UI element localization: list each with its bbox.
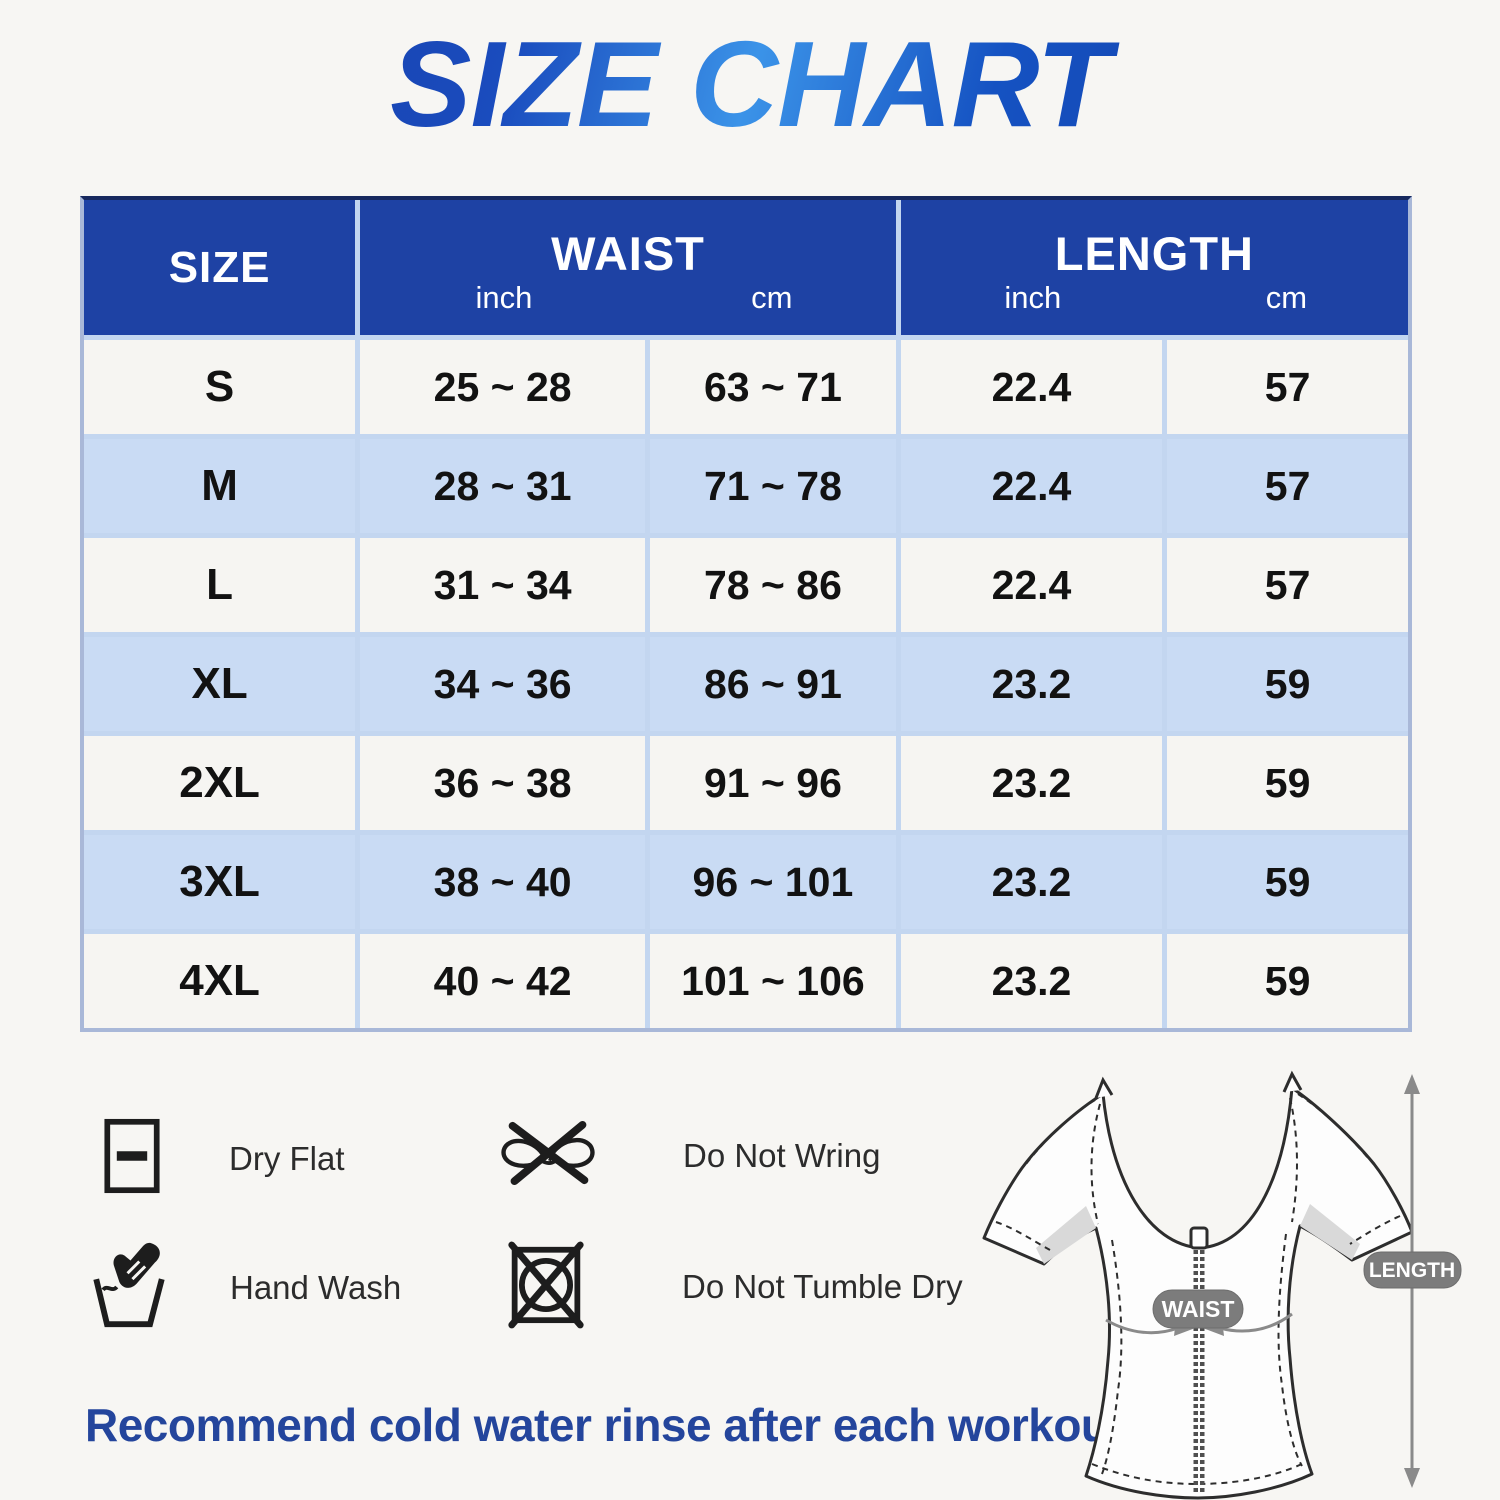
table-cell-length-cm: 57 xyxy=(1167,340,1408,434)
table-cell-length-inch: 22.4 xyxy=(900,538,1163,632)
size-table: SIZE WAIST inch cm LENGTH inch cm S 25 ~… xyxy=(80,196,1412,1032)
length-pill-label: LENGTH xyxy=(1369,1259,1455,1282)
table-cell-length-inch: 23.2 xyxy=(900,736,1163,830)
dry-flat-icon xyxy=(103,1118,161,1199)
underarm-panel-left xyxy=(1036,1206,1096,1264)
table-cell-length-cm: 59 xyxy=(1167,835,1408,929)
table-cell-size: S xyxy=(84,340,356,434)
length-unit-cm: cm xyxy=(1265,280,1308,316)
column-header-length: LENGTH inch cm xyxy=(900,200,1408,335)
care-note: Recommend cold water rinse after each wo… xyxy=(85,1399,1136,1451)
hand-wash-icon xyxy=(92,1240,166,1335)
waist-pill xyxy=(1152,1289,1244,1329)
table-cell-size: 4XL xyxy=(84,934,356,1028)
do-not-tumble-dry-icon xyxy=(505,1238,587,1335)
table-cell-waist-inch: 31 ~ 34 xyxy=(360,538,646,632)
length-header-label: LENGTH xyxy=(1054,226,1254,280)
table-cell-waist-inch: 38 ~ 40 xyxy=(360,835,646,929)
column-header-size: SIZE xyxy=(84,200,356,335)
waist-unit-cm: cm xyxy=(751,280,793,316)
table-cell-length-inch: 23.2 xyxy=(900,637,1163,731)
underarm-panel-right xyxy=(1300,1204,1360,1260)
table-cell-length-inch: 23.2 xyxy=(900,835,1163,929)
table-cell-length-inch: 23.2 xyxy=(900,934,1163,1028)
care-item-hand-wash: Hand Wash xyxy=(92,1240,401,1335)
care-item-do-not-wring: Do Not Wring xyxy=(497,1116,880,1195)
table-cell-size: L xyxy=(84,538,356,632)
table-cell-waist-cm: 91 ~ 96 xyxy=(650,736,896,830)
length-unit-inch: inch xyxy=(1004,280,1062,316)
care-label: Do Not Wring xyxy=(683,1136,881,1174)
table-cell-size: XL xyxy=(84,637,356,731)
table-cell-length-cm: 59 xyxy=(1167,736,1408,830)
care-label: Hand Wash xyxy=(230,1268,402,1306)
table-cell-size: M xyxy=(84,439,356,533)
garment-diagram: WAIST LENGTH xyxy=(982,1070,1462,1500)
care-item-do-not-tumble-dry: Do Not Tumble Dry xyxy=(505,1238,963,1335)
table-cell-size: 2XL xyxy=(84,736,356,830)
column-header-waist: WAIST inch cm xyxy=(360,200,896,335)
waist-unit-inch: inch xyxy=(475,280,533,316)
care-item-dry-flat: Dry Flat xyxy=(103,1118,345,1199)
care-label: Dry Flat xyxy=(229,1139,345,1177)
table-cell-waist-cm: 71 ~ 78 xyxy=(650,439,896,533)
do-not-wring-icon xyxy=(497,1116,599,1195)
table-cell-waist-cm: 78 ~ 86 xyxy=(650,538,896,632)
seam-stitch-lines xyxy=(995,1093,1401,1486)
length-pill xyxy=(1363,1251,1462,1289)
table-cell-waist-cm: 63 ~ 71 xyxy=(650,340,896,434)
zipper-pull xyxy=(1189,1226,1209,1250)
waist-units: inch cm xyxy=(360,280,896,316)
waist-header-label: WAIST xyxy=(551,226,705,280)
page-title: SIZE CHART xyxy=(0,14,1500,154)
table-cell-length-cm: 59 xyxy=(1167,934,1408,1028)
table-cell-waist-inch: 34 ~ 36 xyxy=(360,637,646,731)
table-cell-length-cm: 59 xyxy=(1167,637,1408,731)
table-cell-waist-cm: 101 ~ 106 xyxy=(650,934,896,1028)
table-cell-length-cm: 57 xyxy=(1167,538,1408,632)
table-cell-waist-cm: 86 ~ 91 xyxy=(650,637,896,731)
table-cell-waist-inch: 40 ~ 42 xyxy=(360,934,646,1028)
length-units: inch cm xyxy=(901,280,1408,316)
table-cell-length-inch: 22.4 xyxy=(900,340,1163,434)
table-cell-length-cm: 57 xyxy=(1167,439,1408,533)
waist-pill-label: WAIST xyxy=(1162,1296,1235,1322)
table-cell-waist-cm: 96 ~ 101 xyxy=(650,835,896,929)
care-label: Do Not Tumble Dry xyxy=(682,1267,963,1305)
table-cell-waist-inch: 28 ~ 31 xyxy=(360,439,646,533)
table-cell-length-inch: 22.4 xyxy=(900,439,1163,533)
waist-arrow xyxy=(1105,1312,1293,1335)
table-cell-waist-inch: 36 ~ 38 xyxy=(360,736,646,830)
table-cell-size: 3XL xyxy=(84,835,356,929)
table-cell-waist-inch: 25 ~ 28 xyxy=(360,340,646,434)
